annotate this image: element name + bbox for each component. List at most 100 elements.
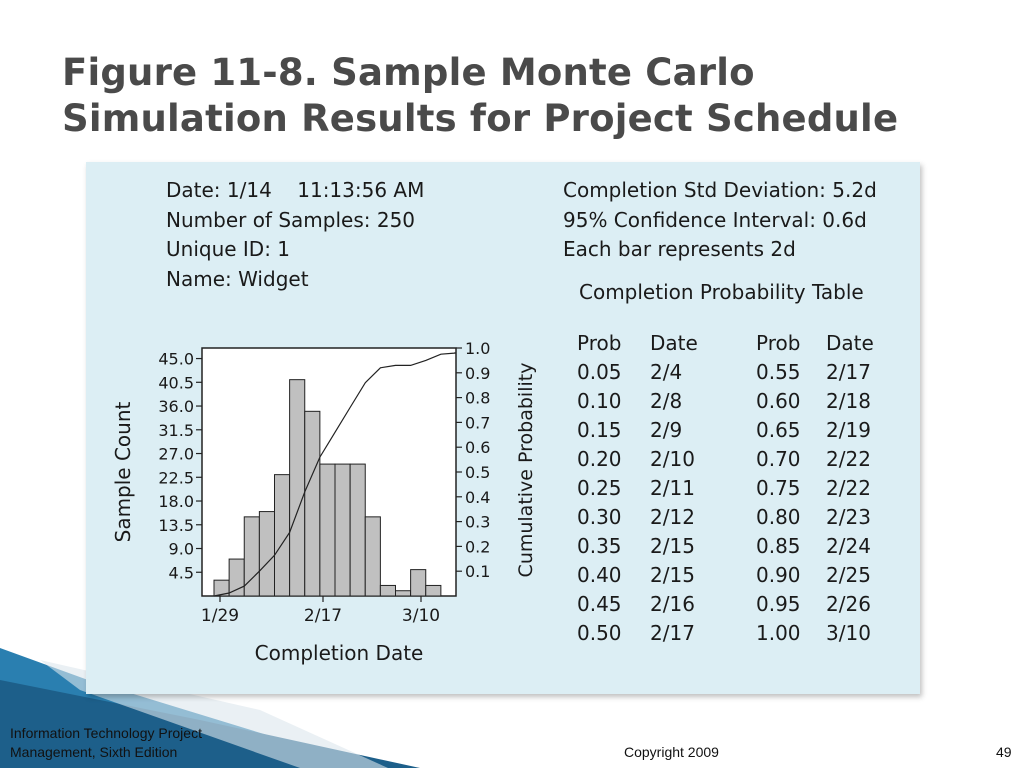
histogram-chart: 45.0 40.5 36.0 31.5 27.0 22.5 18.0 13.5 9.0 4.5 1.… <box>111 339 537 665</box>
y-tick-label: 18.0 <box>158 492 194 511</box>
row-date-2: 2/23 <box>826 504 871 529</box>
table-row: 0.30 2/12 0.80 2/23 <box>577 502 896 531</box>
meta-name: Name: Widget <box>166 266 309 291</box>
row-prob-2: 0.95 <box>756 591 801 616</box>
stats-bar-width: Each bar represents 2d <box>563 237 796 261</box>
row-date-2: 2/26 <box>826 591 871 616</box>
y2-tick-label: 0.5 <box>465 463 490 482</box>
row-date: 2/15 <box>650 562 695 587</box>
row-date-2: 2/19 <box>826 417 871 442</box>
table-row: 0.35 2/15 0.85 2/24 <box>577 531 896 560</box>
row-date: 2/15 <box>650 533 695 558</box>
histogram-bar <box>425 584 442 597</box>
table-header-date-2: Date <box>826 330 874 355</box>
row-prob: 0.45 <box>577 591 622 616</box>
row-prob: 0.15 <box>577 417 622 442</box>
row-date-2: 2/22 <box>826 446 871 471</box>
y-tick-label: 4.5 <box>169 563 194 582</box>
histogram-bar <box>258 511 275 597</box>
row-date-2: 2/17 <box>826 359 871 384</box>
x-tick-label: 2/17 <box>304 606 342 626</box>
y-tick-label: 27.0 <box>158 445 194 464</box>
histogram-bar <box>334 463 351 597</box>
table-header-prob: Prob <box>577 330 622 355</box>
histogram-bar <box>304 410 321 597</box>
stats-confidence: 95% Confidence Interval: 0.6d <box>563 207 867 232</box>
footer-book-line2: Management, Sixth Edition <box>10 744 178 760</box>
meta-unique-id: Unique ID: 1 <box>166 237 291 261</box>
meta-date: Date: 1/14 11:13:56 AM <box>166 178 425 202</box>
row-prob-2: 0.60 <box>756 388 801 413</box>
row-prob-2: 0.70 <box>756 446 801 471</box>
row-prob: 0.10 <box>577 388 622 413</box>
y2-tick-label: 0.1 <box>465 562 490 581</box>
row-prob: 0.40 <box>577 562 622 587</box>
y2-tick-label: 0.3 <box>465 513 490 532</box>
footer-book-line1: Information Technology Project <box>10 725 202 741</box>
row-date: 2/9 <box>650 417 683 442</box>
row-prob-2: 0.90 <box>756 562 801 587</box>
slide-title-line1: Figure 11-8. Sample Monte Carlo <box>62 51 755 94</box>
row-date: 2/8 <box>650 388 683 413</box>
row-date: 2/17 <box>650 620 695 645</box>
row-date-2: 2/22 <box>826 475 871 500</box>
row-prob: 0.35 <box>577 533 622 558</box>
y-tick-label: 13.5 <box>158 516 194 535</box>
row-prob-2: 0.75 <box>756 475 801 500</box>
page-number: 49 <box>996 744 1012 760</box>
row-date: 2/11 <box>650 475 695 500</box>
slide-title: Figure 11-8. Sample Monte Carlo Simulati… <box>62 50 962 142</box>
table-header-row: Prob Date Prob Date <box>577 328 896 357</box>
footer-copyright: Copyright 2009 <box>624 744 719 760</box>
y2-tick-label: 0.6 <box>465 438 490 457</box>
y-tick-label: 40.5 <box>158 373 194 392</box>
histogram-bar <box>379 584 396 597</box>
histogram-bar <box>410 569 427 597</box>
row-date-2: 3/10 <box>826 620 871 645</box>
y2-tick-label: 1.0 <box>465 339 490 358</box>
cumulative-probability-line <box>213 352 457 597</box>
simulation-meta: Date: 1/14 11:13:56 AM Number of Samples… <box>166 176 424 294</box>
row-date: 2/4 <box>650 359 683 384</box>
row-prob: 0.25 <box>577 475 622 500</box>
table-row: 0.50 2/17 1.00 3/10 <box>577 618 896 647</box>
row-prob: 0.30 <box>577 504 622 529</box>
y-axis-label: Sample Count <box>111 401 135 542</box>
meta-samples: Number of Samples: 250 <box>166 207 416 232</box>
completion-probability-table: Prob Date Prob Date 0.05 2/4 0.55 2/17 0.10 2… <box>577 328 896 647</box>
row-date-2: 2/18 <box>826 388 871 413</box>
table-row: 0.20 2/10 0.70 2/22 <box>577 444 896 473</box>
histogram-bar <box>289 379 306 597</box>
table-header-date: Date <box>650 330 698 355</box>
row-prob: 0.20 <box>577 446 622 471</box>
footer-book-title: Information Technology Project Managemen… <box>10 724 202 762</box>
histogram-bar <box>319 463 336 597</box>
x-axis-label: Completion Date <box>255 641 424 665</box>
y2-axis-label: Cumulative Probability <box>515 363 537 578</box>
y-tick-label: 45.0 <box>158 350 194 369</box>
probability-table-title: Completion Probability Table <box>579 280 864 304</box>
row-date: 2/12 <box>650 504 695 529</box>
stats-std-dev: Completion Std Deviation: 5.2d <box>563 178 877 202</box>
y2-tick-label: 0.8 <box>465 389 490 408</box>
row-prob: 0.50 <box>577 620 622 645</box>
histogram-bar <box>364 516 381 597</box>
y-tick-label: 22.5 <box>158 468 194 487</box>
table-row: 0.05 2/4 0.55 2/17 <box>577 357 896 386</box>
row-prob: 0.05 <box>577 359 622 384</box>
x-tick-label: 1/29 <box>201 606 239 626</box>
table-header-prob-2: Prob <box>756 330 801 355</box>
row-date: 2/10 <box>650 446 695 471</box>
y2-tick-label: 0.7 <box>465 413 490 432</box>
histogram-bar <box>228 558 245 597</box>
table-row: 0.40 2/15 0.90 2/25 <box>577 560 896 589</box>
y2-tick-label: 0.4 <box>465 488 490 507</box>
row-date-2: 2/25 <box>826 562 871 587</box>
y-tick-label: 36.0 <box>158 397 194 416</box>
histogram-bar <box>395 590 412 597</box>
y2-tick-label: 0.9 <box>465 364 490 383</box>
x-tick-label: 3/10 <box>402 606 440 626</box>
row-date: 2/16 <box>650 591 695 616</box>
slide-title-line2: Simulation Results for Project Schedule <box>62 97 899 140</box>
y2-tick-label: 0.2 <box>465 537 490 556</box>
